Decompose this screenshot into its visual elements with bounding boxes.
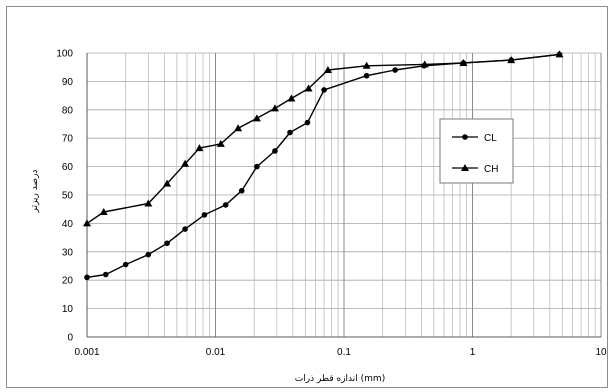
- data-point-ch: [181, 159, 190, 167]
- data-point-ch: [459, 58, 468, 66]
- data-point-ch: [252, 114, 261, 122]
- data-point-ch: [304, 84, 313, 92]
- data-point-ch: [195, 144, 204, 152]
- y-axis-title: درصد ریزتر: [30, 170, 40, 214]
- data-point-ch: [507, 56, 516, 64]
- y-tick-label: 40: [62, 219, 74, 230]
- data-point-cl: [84, 274, 90, 281]
- y-tick-label: 30: [62, 247, 74, 258]
- data-point-cl: [182, 226, 188, 232]
- data-point-ch: [99, 208, 108, 216]
- series-layer: [83, 50, 564, 281]
- x-tick-label: 1: [470, 347, 476, 358]
- data-point-cl: [287, 129, 293, 136]
- data-point-ch: [362, 61, 371, 69]
- tick-labels: 0 10 20 30 40 50 60 70 80 90 100 0.001 0.01 0.1 1 10: [56, 49, 607, 359]
- series-line-ch: [86, 53, 560, 224]
- data-point-cl: [392, 67, 398, 73]
- y-tick-label: 0: [67, 333, 73, 344]
- legend-marker-ch: [461, 164, 469, 171]
- data-point-cl: [272, 148, 278, 154]
- data-point-cl: [201, 212, 208, 218]
- data-point-cl: [254, 163, 260, 170]
- data-point-cl: [304, 119, 311, 126]
- data-point-ch: [83, 219, 91, 227]
- data-point-ch: [216, 139, 225, 147]
- data-point-ch: [270, 104, 279, 112]
- legend-marker-cl: [462, 134, 468, 140]
- data-point-cl: [321, 87, 327, 93]
- data-point-cl: [238, 187, 245, 194]
- legend: CL CH: [439, 118, 514, 184]
- data-point-ch: [287, 94, 296, 102]
- grid: [86, 52, 602, 338]
- x-tick-label: 0.1: [337, 347, 351, 358]
- y-tick-label: 20: [62, 276, 74, 287]
- data-point-ch: [555, 50, 564, 58]
- data-point-ch: [323, 66, 332, 74]
- legend-box: [439, 118, 514, 184]
- data-point-ch: [163, 179, 172, 187]
- y-tick-label: 70: [62, 134, 74, 145]
- data-point-cl: [363, 72, 370, 79]
- x-axis-title: اندازه قطر ذرات (mm): [295, 374, 385, 384]
- data-point-ch: [234, 124, 243, 132]
- y-tick-label: 90: [62, 77, 74, 88]
- x-tick-label: 0.01: [206, 347, 226, 358]
- legend-label-ch: CH: [484, 164, 498, 175]
- y-tick-label: 10: [62, 304, 74, 315]
- data-point-cl: [145, 251, 152, 258]
- legend-label-cl: CL: [484, 133, 497, 144]
- x-tick-label: 0.001: [74, 347, 99, 358]
- y-tick-label: 80: [62, 105, 74, 116]
- data-point-cl: [164, 240, 170, 247]
- series-line-cl: [86, 53, 560, 279]
- y-tick-label: 60: [62, 162, 74, 173]
- data-point-ch: [144, 199, 153, 207]
- data-point-ch: [420, 60, 429, 68]
- data-point-cl: [222, 202, 229, 208]
- data-point-cl: [122, 261, 129, 268]
- y-tick-label: 50: [62, 191, 74, 202]
- y-tick-label: 100: [56, 49, 73, 60]
- x-tick-label: 10: [595, 347, 607, 358]
- data-point-cl: [102, 271, 109, 278]
